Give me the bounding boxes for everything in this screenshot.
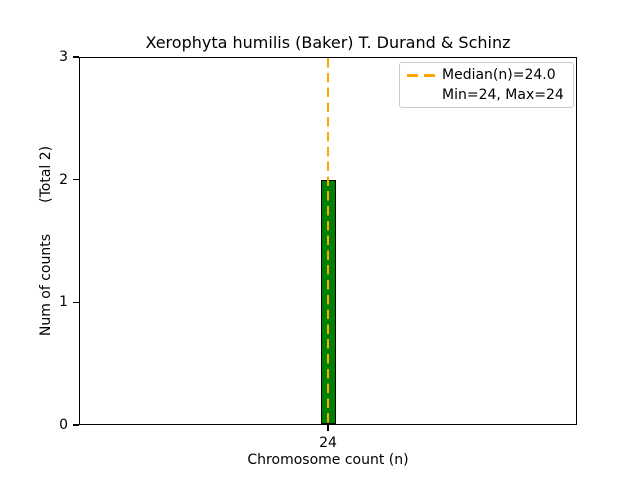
y-tick-mark [73,178,79,181]
x-axis-label: Chromosome count (n) [247,452,409,468]
y-tick-label: 0 [59,417,68,433]
y-tick-label: 3 [59,49,68,65]
y-tick-label: 1 [59,294,68,311]
chart-title: Xerophyta humilis (Baker) T. Durand & Sc… [145,33,511,52]
y-tick-mark [73,301,79,304]
legend-minmax-label: Min=24, Max=24 [442,87,564,103]
median-line-legend-sample-icon [407,73,435,77]
legend-median-label: Median(n)=24.0 [442,67,556,83]
y-tick-mark [73,56,79,58]
y-axis: 0 1 2 3 [0,50,79,432]
median-line [326,58,330,424]
legend: Median(n)=24.0 Min=24, Max=24 [399,62,574,108]
x-tick-mark [327,425,329,431]
plot-area [79,57,577,425]
y-tick-mark [73,424,79,426]
y-tick-label: 2 [59,171,68,188]
x-tick-label: 24 [319,435,337,451]
